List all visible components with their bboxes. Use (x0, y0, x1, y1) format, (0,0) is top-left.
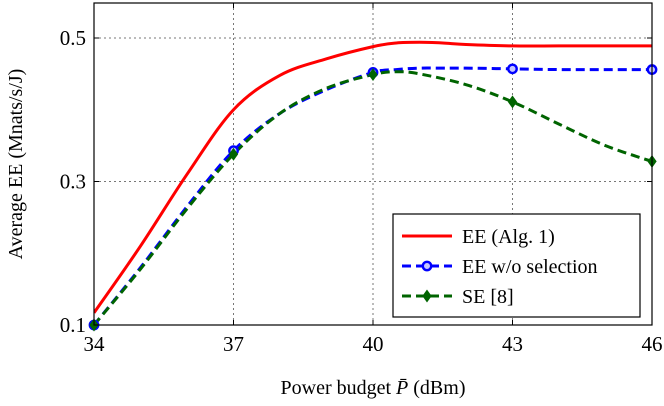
legend-label-se-8: SE [8] (462, 286, 514, 308)
series-group (94, 40, 652, 325)
legend-label-ee-alg1: EE (Alg. 1) (462, 226, 555, 248)
series-line-se-8 (94, 70, 652, 325)
data-point-ee-wo-selection (507, 63, 518, 75)
ticks: 34 37 40 43 46 0.1 0.3 0.5 (60, 3, 663, 356)
y-tick-label: 0.5 (60, 26, 86, 50)
x-tick-label: 46 (642, 332, 663, 356)
legend-marker-se-8 (422, 289, 432, 303)
x-axis-label-unit: (dBm) (413, 377, 465, 399)
y-tick-label: 0.3 (60, 170, 86, 194)
legend-marker-ee-wo-selection (421, 260, 433, 272)
legend-label-ee-wo-selection: EE w/o selection (462, 256, 598, 278)
x-tick-label: 34 (84, 332, 106, 356)
y-tick-label: 0.1 (60, 313, 86, 337)
x-tick-label: 43 (502, 332, 523, 356)
x-axis-label-symbol: P̄ (395, 377, 408, 399)
series-line-ee-alg1 (94, 40, 652, 314)
x-tick-label: 37 (223, 332, 244, 356)
x-axis-label: Power budget P̄ (dBm) (281, 377, 466, 399)
y-axis-label: Average EE (Mnats/s/J) (5, 69, 27, 260)
grid (94, 3, 652, 325)
x-tick-label: 40 (363, 332, 384, 356)
data-point-se-8 (368, 68, 378, 82)
svg-text:Power budget P̄ (d: Power budget P̄ (dBm) (281, 377, 466, 399)
legend: EE (Alg. 1) EE w/o selection SE [8] (392, 213, 641, 318)
x-axis-label-text: Power budget (281, 377, 392, 399)
data-point-se-8 (228, 147, 239, 161)
data-point-se-8 (507, 95, 518, 109)
